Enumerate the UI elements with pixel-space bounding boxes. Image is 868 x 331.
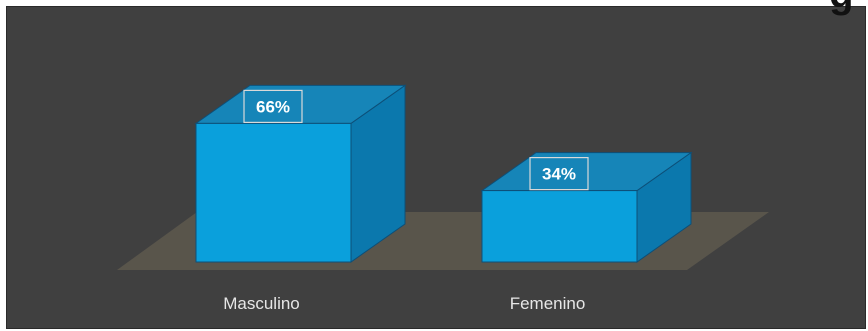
data-label: 66% — [256, 97, 290, 116]
data-label-box — [529, 157, 589, 191]
chart-title-fragment: g — [829, 0, 854, 14]
bar-femenino: 34% — [480, 151, 693, 263]
category-label: Masculino — [223, 294, 300, 313]
bar-group: 66% 34% — [194, 84, 693, 263]
data-label: 34% — [542, 165, 576, 184]
category-label: Femenino — [510, 294, 586, 313]
chart-canvas: 66% 34% Masculino Femenino — [117, 84, 769, 313]
bar-masculino: 66% — [194, 84, 407, 263]
category-labels: Masculino Femenino — [223, 294, 585, 313]
chart-frame: 66% 34% Masculino Femenino — [6, 6, 866, 329]
data-label-box — [243, 89, 303, 124]
bar-front-face — [195, 122, 352, 263]
bar-front-face — [481, 190, 638, 263]
